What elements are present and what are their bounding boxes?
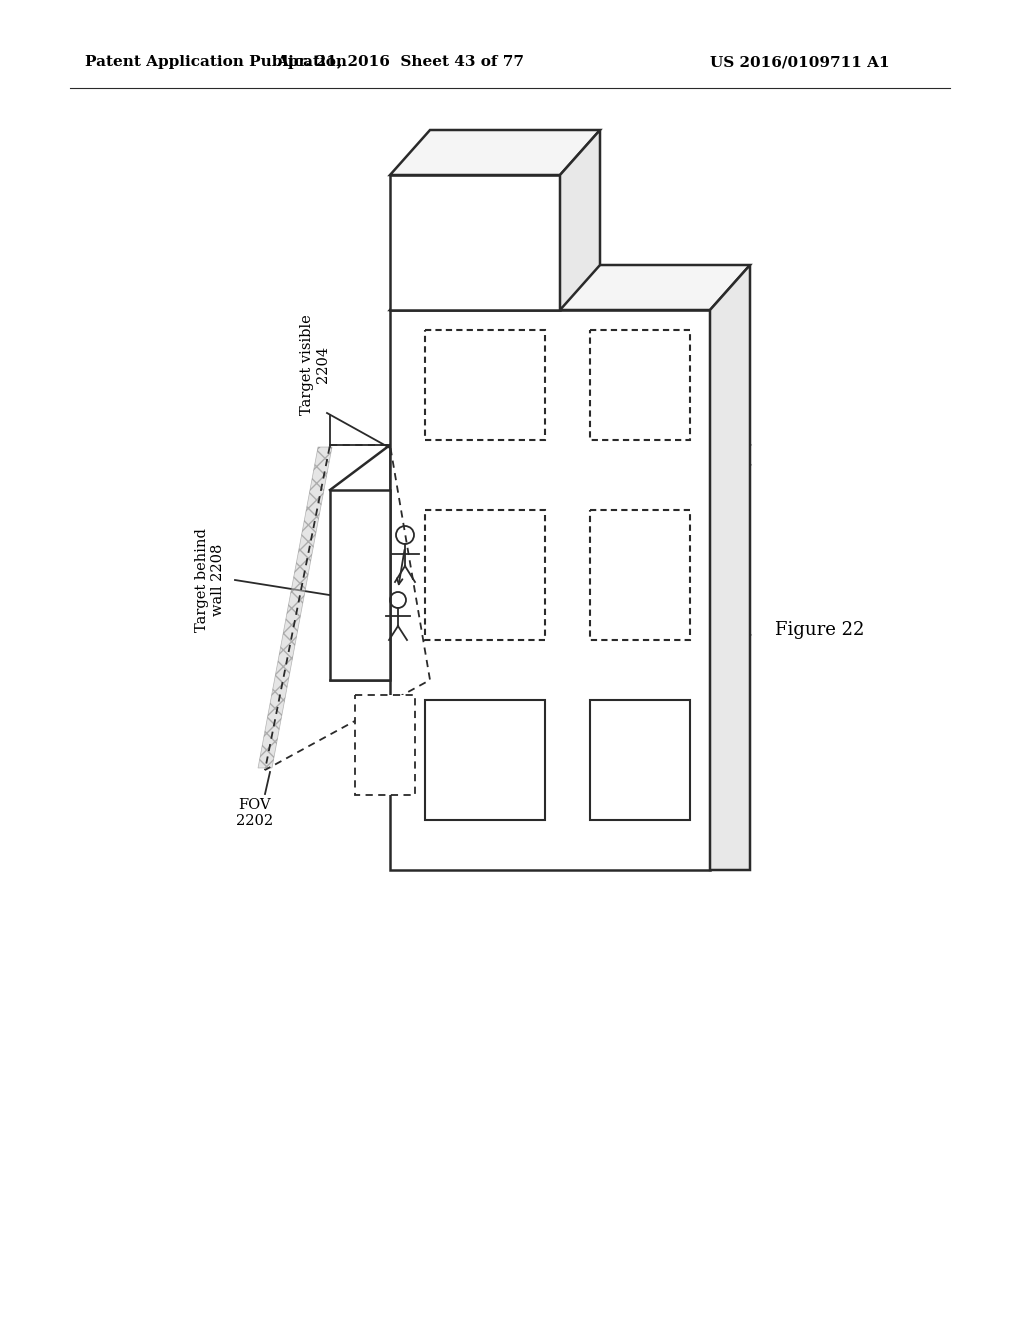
Bar <box>390 176 560 310</box>
Text: Target behind
wall 2208: Target behind wall 2208 <box>195 528 225 632</box>
Polygon shape <box>710 265 750 870</box>
Bar <box>390 310 710 870</box>
Text: Patent Application Publication: Patent Application Publication <box>85 55 347 69</box>
Bar <box>590 330 690 440</box>
Polygon shape <box>390 265 750 310</box>
Text: FOV
2202: FOV 2202 <box>237 799 273 828</box>
Polygon shape <box>560 129 600 310</box>
Bar <box>355 696 415 795</box>
Bar <box>425 510 545 640</box>
Text: US 2016/0109711 A1: US 2016/0109711 A1 <box>710 55 890 69</box>
Polygon shape <box>390 129 600 176</box>
Bar <box>590 700 690 820</box>
Polygon shape <box>258 447 332 768</box>
Text: Apr. 21, 2016  Sheet 43 of 77: Apr. 21, 2016 Sheet 43 of 77 <box>276 55 524 69</box>
Bar <box>330 490 390 680</box>
Text: Figure 22: Figure 22 <box>775 620 864 639</box>
Bar <box>425 330 545 440</box>
Text: Target visible
2204: Target visible 2204 <box>300 314 330 414</box>
Bar <box>590 510 690 640</box>
Bar <box>425 700 545 820</box>
